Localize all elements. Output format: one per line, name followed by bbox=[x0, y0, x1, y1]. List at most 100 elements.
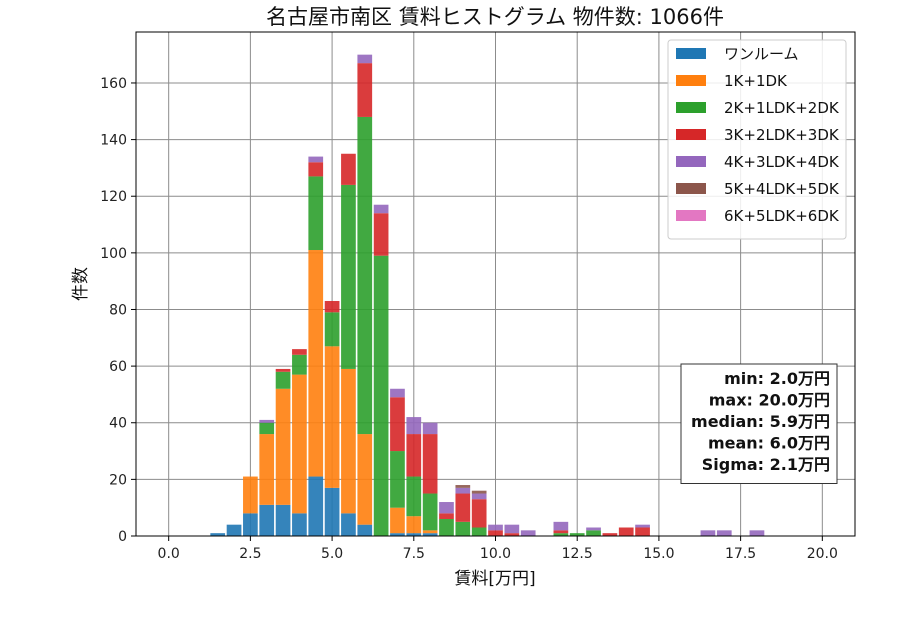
bar-segment bbox=[520, 530, 536, 536]
bar-segment bbox=[292, 349, 307, 355]
bar-segment bbox=[488, 530, 503, 536]
bar-segment bbox=[308, 162, 324, 177]
legend-entry: 1K+1DK bbox=[724, 72, 788, 90]
bar-segment bbox=[471, 493, 487, 500]
bar-segment bbox=[586, 527, 601, 531]
bar-segment bbox=[373, 213, 389, 256]
bar-segment bbox=[275, 368, 291, 372]
stats-box: min: 2.0万円 max: 20.0万円 median: 5.9万円 mean: … bbox=[680, 363, 838, 484]
legend-swatch bbox=[676, 156, 706, 167]
bar-segment bbox=[341, 368, 356, 514]
bar-segment bbox=[471, 490, 487, 494]
bar-segment bbox=[259, 419, 275, 423]
x-tick-label: 7.5 bbox=[403, 546, 425, 562]
bar-segment bbox=[422, 493, 438, 531]
y-axis-ticks: 0 20 40 60 80 100 120 140 160 bbox=[100, 76, 136, 545]
bar-segment bbox=[390, 388, 405, 398]
bar-segment bbox=[373, 255, 389, 536]
bar-segment bbox=[471, 527, 487, 536]
bar-segment bbox=[586, 530, 601, 536]
bar-segment bbox=[716, 530, 732, 536]
x-tick-label: 10.0 bbox=[480, 546, 511, 562]
x-axis-ticks: 0.0 2.5 5.0 7.5 10.0 12.5 15.0 17.5 20.0 bbox=[158, 536, 838, 562]
y-tick-label: 140 bbox=[100, 133, 127, 149]
bar-segment bbox=[324, 312, 340, 347]
bar-segment bbox=[439, 513, 454, 520]
bar-segment bbox=[422, 533, 438, 536]
bar-segment bbox=[275, 388, 291, 505]
legend-entry: 5K+4LDK+5DK bbox=[724, 180, 840, 198]
bar-segment bbox=[259, 434, 275, 505]
bar-segment bbox=[292, 374, 307, 514]
legend-box bbox=[667, 39, 847, 240]
bar-segment bbox=[406, 476, 422, 517]
bar-segment bbox=[243, 513, 258, 536]
bar-segment bbox=[406, 533, 422, 536]
x-tick-label: 20.0 bbox=[807, 546, 838, 562]
bar-segment bbox=[341, 153, 356, 185]
bar-segment bbox=[553, 521, 569, 531]
y-tick-label: 20 bbox=[109, 472, 127, 488]
x-axis-title: 賃料[万円] bbox=[454, 569, 535, 589]
legend-swatch bbox=[676, 129, 706, 140]
y-tick-label: 100 bbox=[100, 246, 127, 262]
bar-segment bbox=[618, 527, 634, 536]
legend-swatch bbox=[676, 210, 706, 221]
bar-segment bbox=[406, 516, 422, 534]
bar-segment bbox=[749, 530, 765, 536]
bar-segment bbox=[357, 524, 373, 536]
bar-segment bbox=[275, 504, 291, 536]
bar-segment bbox=[324, 346, 340, 488]
y-axis-title: 件数 bbox=[71, 267, 91, 301]
x-tick-label: 15.0 bbox=[643, 546, 674, 562]
bar-segment bbox=[455, 521, 471, 536]
bar-segment bbox=[422, 434, 438, 494]
y-tick-label: 120 bbox=[100, 189, 127, 205]
bar-segment bbox=[700, 530, 716, 536]
bar-segment bbox=[406, 434, 422, 477]
y-tick-label: 60 bbox=[109, 359, 127, 375]
y-tick-label: 40 bbox=[109, 416, 127, 432]
bar-segment bbox=[275, 371, 291, 389]
stats-line: Sigma: 2.1万円 bbox=[702, 455, 830, 474]
bar-segment bbox=[324, 300, 340, 313]
bar-segment bbox=[390, 397, 405, 452]
x-tick-label: 0.0 bbox=[158, 546, 180, 562]
x-tick-label: 2.5 bbox=[239, 546, 261, 562]
legend: ワンルーム 1K+1DK 2K+1LDK+2DK 3K+2LDK+3DK 4K+3LDK… bbox=[667, 39, 847, 240]
bar-segment bbox=[504, 524, 520, 534]
bar-segment bbox=[390, 507, 405, 534]
chart-title: 名古屋市南区 賃料ヒストグラム 物件数: 1066件 bbox=[266, 5, 724, 29]
x-tick-label: 17.5 bbox=[725, 546, 756, 562]
bar-segment bbox=[357, 63, 373, 117]
stats-line: mean: 6.0万円 bbox=[708, 434, 830, 453]
bar-segment bbox=[292, 513, 307, 536]
bar-segment bbox=[357, 54, 373, 64]
bar-segment bbox=[324, 487, 340, 536]
x-tick-label: 12.5 bbox=[562, 546, 593, 562]
bar-segment bbox=[422, 530, 438, 534]
y-tick-label: 80 bbox=[109, 302, 127, 318]
bar-segment bbox=[504, 533, 520, 536]
bar-segment bbox=[553, 530, 569, 534]
bar-segment bbox=[308, 156, 324, 163]
bar-segment bbox=[439, 502, 454, 514]
legend-swatch bbox=[676, 183, 706, 194]
stats-box-frame bbox=[680, 363, 838, 484]
bar-segment bbox=[373, 204, 389, 214]
legend-entry: 6K+5LDK+6DK bbox=[724, 207, 840, 225]
legend-entry: ワンルーム bbox=[724, 45, 799, 63]
bar-segment bbox=[455, 493, 471, 522]
y-tick-label: 160 bbox=[100, 76, 127, 92]
stats-line: median: 5.9万円 bbox=[691, 412, 830, 431]
x-tick-label: 5.0 bbox=[321, 546, 343, 562]
bar-segment bbox=[341, 184, 356, 369]
bar-segment bbox=[390, 533, 405, 536]
bar-segment bbox=[635, 524, 650, 528]
bar-segment bbox=[390, 451, 405, 508]
legend-swatch bbox=[676, 102, 706, 113]
bar-segment bbox=[357, 434, 373, 525]
bar-segment bbox=[569, 533, 585, 536]
bar-segment bbox=[259, 422, 275, 435]
bar-segment bbox=[308, 250, 324, 477]
